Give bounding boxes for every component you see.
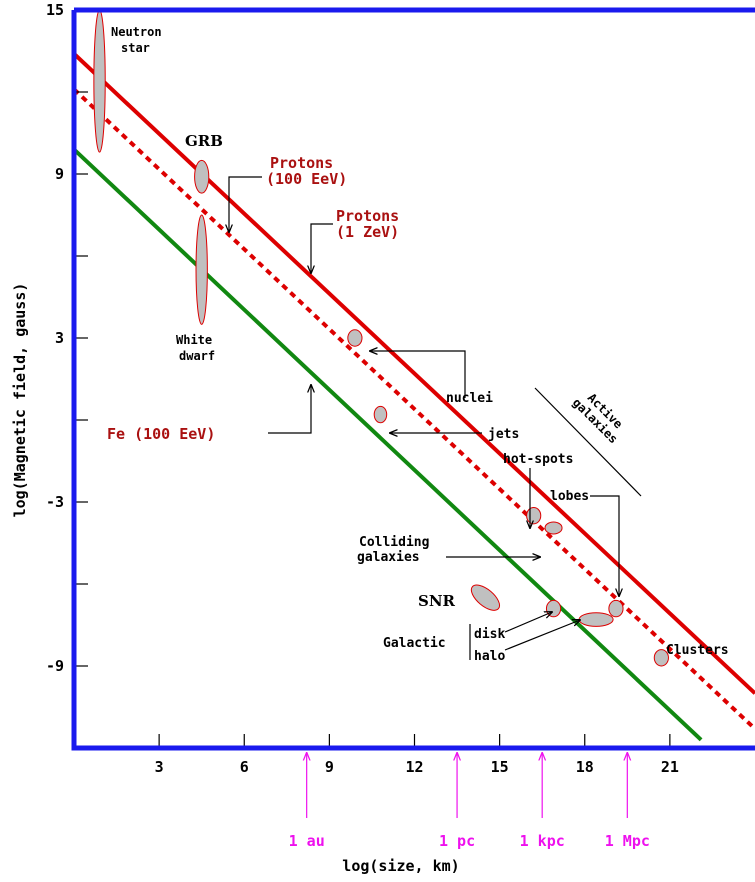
y-tick-label: -3 (46, 493, 64, 511)
object-ellipse-nuclei (347, 329, 363, 347)
object-ellipse-snr (470, 584, 501, 611)
scale-marker-label-1-pc: 1 pc (439, 832, 475, 850)
series-line-protons-100-eev (74, 87, 755, 731)
x-tick-label: 6 (240, 758, 249, 776)
scale-marker-label-1-mpc: 1 Mpc (605, 832, 650, 850)
x-axis-label: log(size, km) (342, 857, 459, 875)
arrow-fe-100eev (268, 385, 311, 434)
label-galactic: Galactic (383, 636, 446, 651)
label-colliding-1: Colliding (359, 535, 429, 550)
label-protons-100eev-2: (100 EeV) (266, 170, 347, 188)
label-protons-1zev-2: (1 ZeV) (336, 223, 399, 241)
arrow-protons-1zev (311, 223, 333, 273)
label-hot-spots: hot-spots (503, 452, 573, 467)
arrow-nuclei (370, 351, 466, 398)
label-white-dwarf-2: dwarf (179, 349, 215, 363)
label-jets: jets (488, 427, 519, 442)
x-tick-label: 3 (155, 758, 164, 776)
arrow-protons-100eev (229, 176, 262, 232)
active-galaxies-line (534, 387, 642, 497)
y-tick-label: 9 (55, 165, 64, 183)
label-protons-1zev-1: Protons (336, 207, 399, 225)
object-ellipse-halo (578, 612, 614, 627)
plot-frame (71, 7, 755, 751)
x-tick-label: 18 (576, 758, 594, 776)
label-protons-100eev-1: Protons (270, 154, 333, 172)
x-tick-label: 12 (405, 758, 423, 776)
label-disk: disk (474, 627, 505, 642)
object-ellipse-lobes (608, 599, 624, 618)
label-colliding-2: galaxies (357, 550, 420, 565)
x-tick-label: 9 (325, 758, 334, 776)
object-ellipse-clusters (653, 649, 669, 667)
connectors (229, 176, 642, 660)
series-line-fe-100-eev (74, 147, 703, 742)
label-white-dwarf-1: White (176, 333, 212, 347)
object-ellipse-jets (373, 405, 388, 424)
object-ellipse-hot-spots (526, 506, 542, 525)
object-ellipse-white-dwarf (195, 214, 208, 325)
object-ellipse-neutron-star (93, 9, 106, 153)
series-layer (74, 52, 755, 742)
object-ellipse-disk (545, 599, 562, 618)
scale-marker-label-1-kpc: 1 kpc (520, 832, 565, 850)
label-neutron-star-1: Neutron (111, 25, 162, 39)
scale-marker-label-1-au: 1 au (289, 832, 325, 850)
object-ellipse-grb (194, 159, 210, 194)
y-axis-label: log(Magnetic field, gauss) (11, 283, 29, 518)
label-grb: GRB (185, 132, 223, 150)
arrow-disk (504, 612, 552, 633)
tick-layer: 3 6 9 12 15 18 21 -9 -3 3 9 15 1 au 1 pc 1 kpc 1 Mpc (46, 1, 679, 850)
label-fe-100eev: Fe (100 EeV) (107, 425, 215, 443)
label-halo: halo (474, 649, 505, 664)
object-ellipse-colliding-galaxies (544, 521, 563, 535)
x-tick-label: 21 (661, 758, 679, 776)
arrow-halo (504, 620, 580, 651)
series-line-protons-1-zev (74, 52, 755, 695)
y-tick-label: 3 (55, 329, 64, 347)
label-snr: SNR (418, 592, 456, 610)
y-tick-label: -9 (46, 657, 64, 675)
labels: Neutron star GRB Protons (100 EeV) Proto… (107, 25, 729, 664)
y-tick-label: 15 (46, 1, 64, 19)
label-lobes: lobes (550, 489, 589, 504)
label-nuclei: nuclei (446, 391, 493, 406)
label-neutron-star-2: star (121, 41, 150, 55)
arrow-lobes (590, 495, 619, 596)
label-clusters: Clusters (666, 643, 729, 658)
x-tick-label: 15 (491, 758, 509, 776)
